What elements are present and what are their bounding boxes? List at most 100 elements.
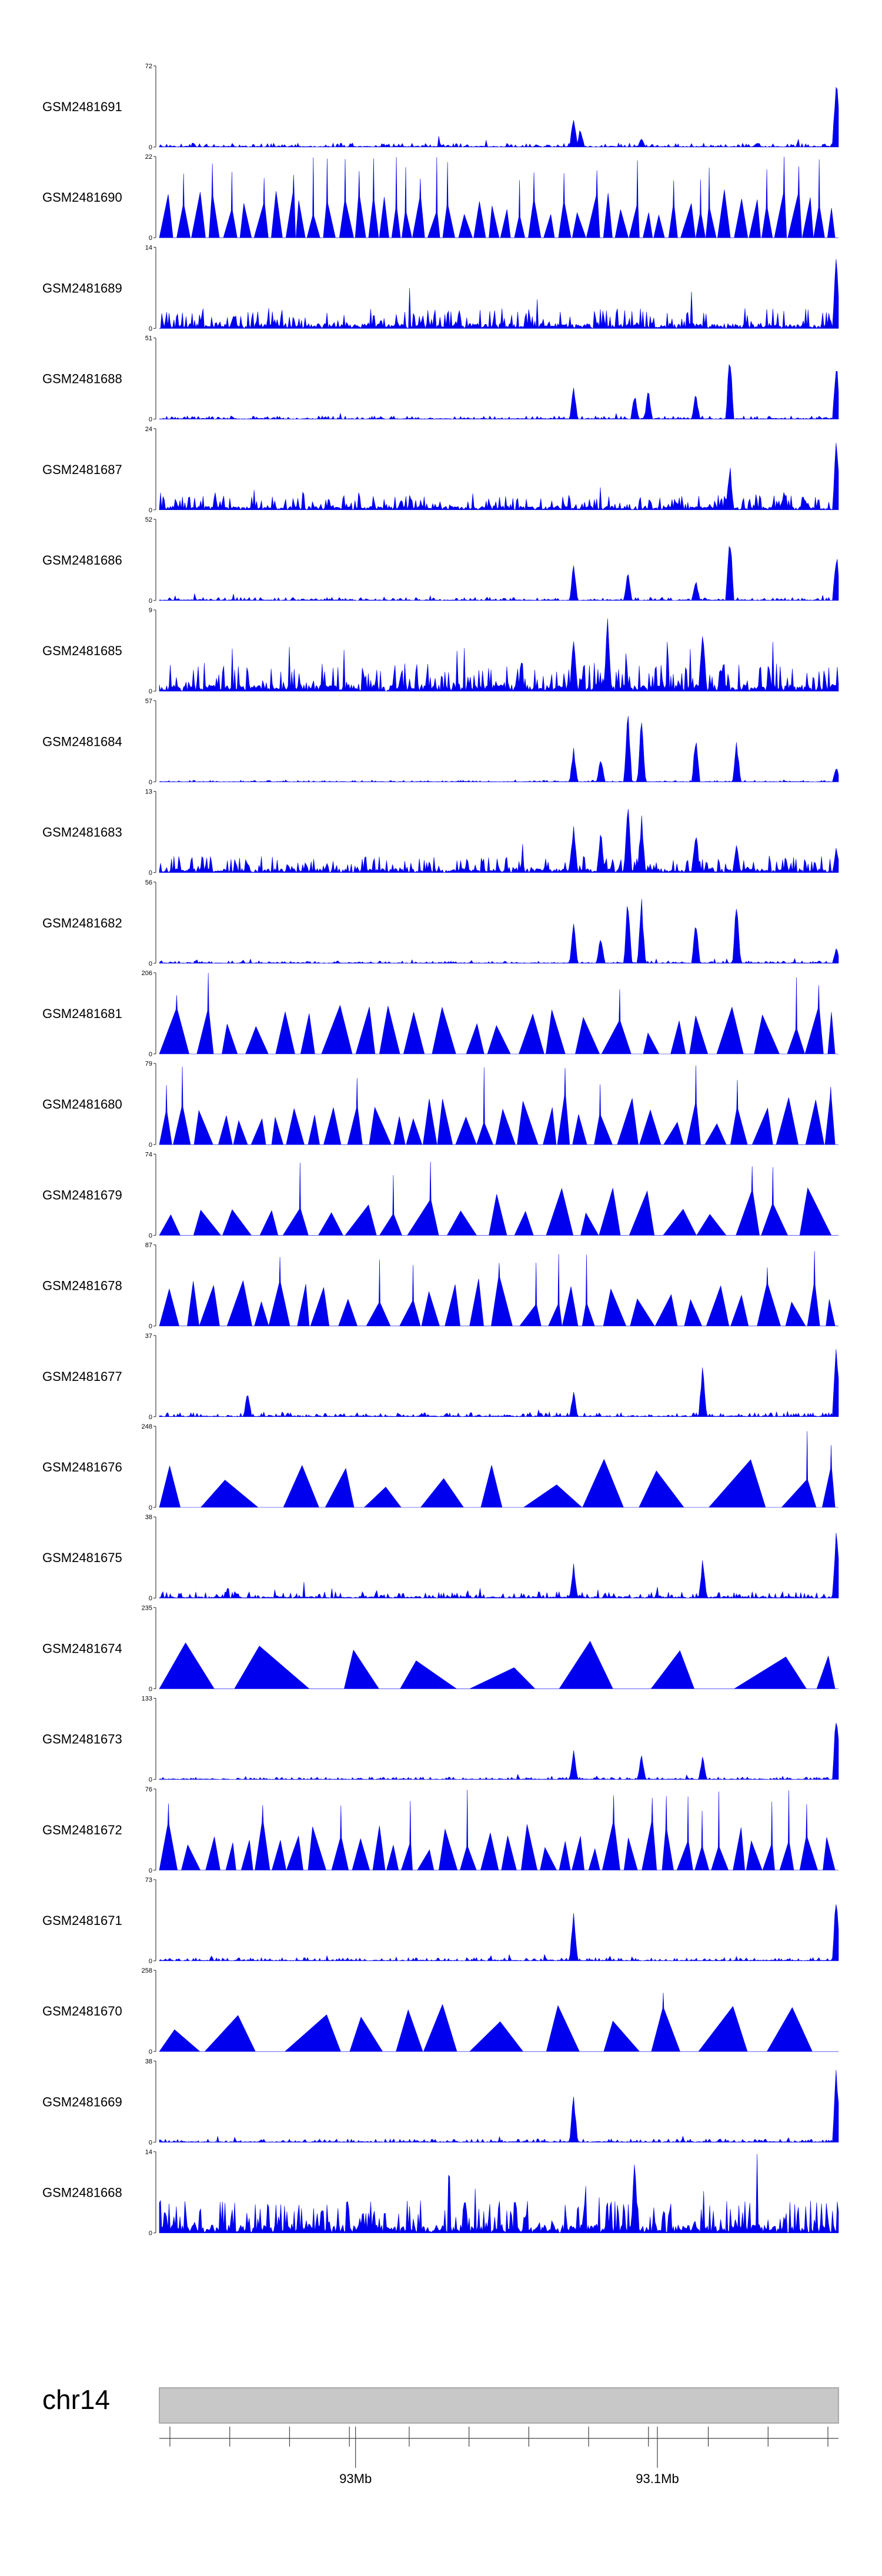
y-max-label: 79 [145,1060,152,1067]
track-label: GSM2481676 [42,1460,122,1474]
y-min-label: 0 [149,416,152,423]
y-max-label: 73 [145,1877,152,1884]
track-GSM2481680: GSM2481680 79 0 [42,1060,838,1149]
genome-axis: 93Mb 93.1Mb [159,2427,838,2486]
y-min-label: 0 [149,960,152,967]
y-max-label: 38 [145,1514,152,1521]
track-GSM2481681: GSM2481681 206 0 [42,970,838,1058]
y-min-label: 0 [149,1958,152,1965]
y-min-label: 0 [149,1867,152,1874]
track-layer: GSM2481691720GSM2481690220GSM2481689140G… [42,63,839,2237]
y-min-label: 0 [149,1051,152,1058]
track-GSM2481678: GSM2481678 87 0 [42,1242,838,1330]
y-max-label: 14 [145,2149,152,2156]
track-label: GSM2481673 [42,1732,122,1747]
y-max-label: 235 [142,1604,152,1611]
y-max-label: 22 [145,154,152,161]
track-label: GSM2481690 [42,190,122,205]
y-max-label: 56 [145,879,152,886]
track-GSM2481689: GSM2481689 14 0 [42,244,839,332]
track-GSM2481670: GSM2481670 258 0 [42,1967,838,2056]
track-GSM2481677: GSM2481677 37 0 [42,1333,839,1421]
y-max-label: 24 [145,426,152,433]
y-min-label: 0 [149,598,152,605]
track-label: GSM2481669 [42,2094,122,2109]
track-GSM2481683: GSM2481683 13 0 [42,789,839,877]
track-label: GSM2481678 [42,1279,122,1293]
signal-area [159,1431,838,1508]
signal-area [159,1993,838,2052]
y-max-label: 57 [145,698,152,705]
signal-area [159,259,839,329]
track-GSM2481674: GSM2481674 235 0 [42,1604,838,1693]
track-label: GSM2481685 [42,643,122,658]
track-label: GSM2481683 [42,825,122,840]
track-GSM2481685: GSM2481685 9 0 [42,607,839,695]
signal-area [159,86,839,148]
y-max-label: 14 [145,244,152,251]
signal-area [159,716,839,782]
y-max-label: 258 [142,1967,152,1974]
track-label: GSM2481689 [42,281,122,295]
track-GSM2481684: GSM2481684 57 0 [42,698,839,786]
signal-area [159,546,839,601]
track-label: GSM2481687 [42,462,122,477]
y-min-label: 0 [149,2048,152,2056]
signal-area [159,973,838,1055]
track-GSM2481690: GSM2481690 22 0 [42,154,838,242]
track-label: GSM2481691 [42,99,122,114]
signal-area [159,1162,838,1236]
track-GSM2481672: GSM2481672 76 0 [42,1786,838,1874]
y-max-label: 51 [145,335,152,342]
signal-area [159,2154,839,2234]
y-min-label: 0 [149,1595,152,1602]
track-label: GSM2481675 [42,1550,122,1565]
track-label: GSM2481684 [42,734,122,749]
y-min-label: 0 [149,1232,152,1239]
track-GSM2481682: GSM2481682 56 0 [42,879,839,967]
track-label: GSM2481680 [42,1097,122,1112]
chromosome-ideogram: chr14 [42,2384,839,2424]
y-min-label: 0 [149,1414,152,1421]
track-label: GSM2481681 [42,1006,122,1021]
signal-area [159,1349,839,1417]
y-max-label: 87 [145,1242,152,1249]
signal-area [159,1533,839,1599]
y-min-label: 0 [149,1777,152,1784]
track-GSM2481669: GSM2481669 38 0 [42,2058,839,2146]
y-max-label: 248 [142,1423,152,1430]
y-min-label: 0 [149,235,152,242]
signal-area [159,443,839,510]
track-label: GSM2481679 [42,1187,122,1202]
track-GSM2481688: GSM2481688 51 0 [42,335,839,423]
track-GSM2481691: GSM2481691 72 0 [42,63,839,151]
y-max-label: 37 [145,1333,152,1340]
signal-area [159,1723,839,1780]
y-min-label: 0 [149,870,152,877]
track-label: GSM2481671 [42,1913,122,1928]
signal-area [159,363,839,420]
genome-tick-label: 93Mb [339,2471,372,2486]
signal-area [159,1640,838,1689]
y-max-label: 133 [142,1696,152,1703]
y-min-label: 0 [149,779,152,786]
y-min-label: 0 [149,2139,152,2146]
y-min-label: 0 [149,1142,152,1149]
track-label: GSM2481672 [42,1823,122,1837]
track-GSM2481687: GSM2481687 24 0 [42,426,839,514]
track-label: GSM2481682 [42,916,122,930]
y-max-label: 74 [145,1151,152,1158]
track-GSM2481671: GSM2481671 73 0 [42,1877,839,1965]
signal-area [159,1790,838,1871]
y-max-label: 52 [145,516,152,523]
chromosome-label: chr14 [42,2384,110,2415]
signal-area [159,1251,838,1327]
track-label: GSM2481674 [42,1641,122,1656]
signal-area [159,2070,839,2143]
y-min-label: 0 [149,2230,152,2237]
y-min-label: 0 [149,1686,152,1693]
track-label: GSM2481688 [42,372,122,386]
y-min-label: 0 [149,1504,152,1511]
y-min-label: 0 [149,507,152,514]
